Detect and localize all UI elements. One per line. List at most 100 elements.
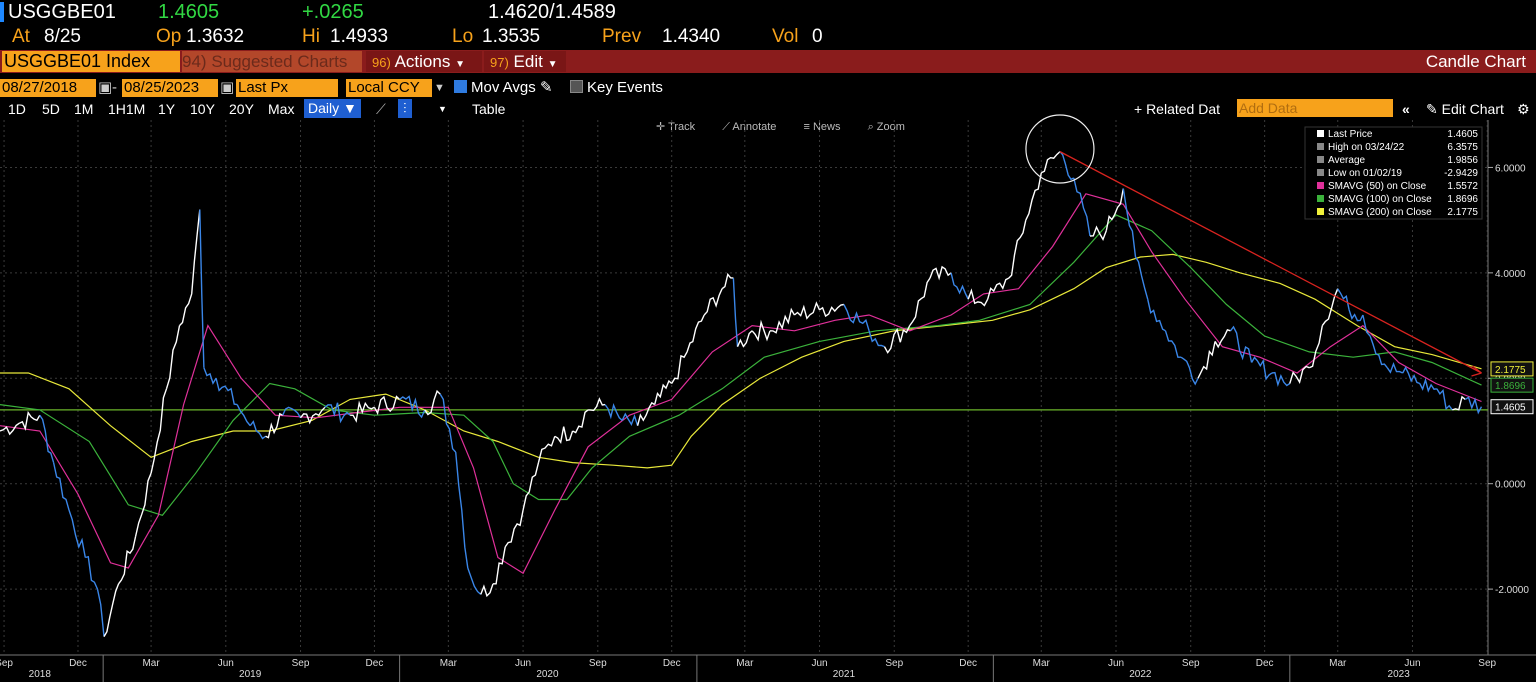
range-max[interactable]: Max	[268, 101, 295, 117]
currency-select[interactable]: Local CCY	[346, 79, 432, 97]
key-events-label: Key Events	[587, 79, 663, 96]
range-5d[interactable]: 5D	[42, 101, 60, 117]
zoom-label: Zoom	[876, 121, 905, 133]
suggested-charts-button[interactable]: 94) Suggested Charts	[182, 51, 362, 72]
actions-button[interactable]: 96) Actions ▼	[366, 51, 482, 72]
x-tick-label: Jun	[515, 658, 531, 669]
x-tick-label: Dec	[663, 658, 681, 669]
ticker-symbol[interactable]: USGGBE01	[8, 1, 116, 23]
frequency-select[interactable]: Daily ▼	[304, 99, 361, 118]
price-segment	[929, 265, 952, 281]
price-segment	[118, 536, 137, 585]
y-tick-label: -2.0000	[1495, 585, 1529, 596]
price-segment	[39, 414, 55, 463]
price-segment	[399, 395, 426, 419]
price-segment	[1073, 177, 1091, 237]
track-label: Track	[668, 121, 696, 133]
collapse-icon[interactable]: «	[1402, 101, 1410, 117]
legend-label: SMAVG (50) on Close	[1328, 181, 1427, 192]
price-segment	[373, 395, 401, 416]
x-year-label: 2018	[29, 669, 52, 680]
range-1d[interactable]: 1D	[8, 101, 26, 117]
price-segment	[178, 293, 193, 327]
x-year-label: 2019	[239, 669, 262, 680]
chevron-down-icon[interactable]: ▼	[438, 104, 447, 114]
price-segment	[480, 583, 494, 598]
legend-swatch	[1317, 156, 1324, 163]
mov-avgs-toggle[interactable]: Mov Avgs ✎	[454, 79, 553, 97]
price-segment	[868, 330, 885, 348]
value-label-text: 1.8696	[1495, 381, 1526, 392]
price-segment	[1419, 377, 1437, 393]
start-date-field[interactable]: 08/27/2018	[0, 79, 96, 97]
frequency-label: Daily	[308, 100, 340, 116]
price-segment	[1059, 151, 1075, 181]
value-label-box	[1490, 399, 1534, 415]
x-tick-label: Sep	[0, 658, 13, 669]
price-segment	[1250, 356, 1273, 381]
x-tick-label: Dec	[69, 658, 87, 669]
legend-value: 6.3575	[1447, 142, 1478, 153]
range-1y[interactable]: 1Y	[158, 101, 176, 117]
price-segment	[967, 288, 989, 307]
security-field[interactable]: USGGBE01 Index	[2, 51, 180, 72]
bid-ask: 1.4620/1.4589	[488, 1, 616, 23]
range-bar: 1D 5D 1M 1H1M 1Y 10Y 20Y Max Daily ▼ ⟋ ⫶…	[0, 99, 1536, 119]
calendar-icon[interactable]: ▣	[220, 79, 235, 96]
edit-chart-button[interactable]: ✎ Edit Chart	[1426, 101, 1504, 118]
key-events-toggle[interactable]: Key Events	[570, 79, 663, 97]
x-tick-label: Mar	[1329, 658, 1347, 669]
zoom-tool[interactable]: ⌕ Zoom	[867, 121, 905, 133]
gear-icon[interactable]: ⚙	[1517, 101, 1530, 117]
price-segment	[324, 402, 351, 424]
date-controls: 08/27/2018 ▣ - 08/25/2023 ▣ Last Px Loca…	[0, 79, 1536, 98]
price-segment	[1180, 356, 1199, 386]
price-segment	[721, 272, 734, 290]
price-segment	[636, 401, 656, 426]
trend-line	[1059, 151, 1482, 374]
price-segment	[1369, 335, 1388, 369]
checkbox-icon	[570, 80, 583, 93]
ticker-tab-marker	[0, 2, 4, 22]
value-label-text: 1.4605	[1495, 403, 1526, 414]
table-button[interactable]: Table	[472, 101, 506, 117]
calendar-icon[interactable]: ▣	[98, 79, 113, 96]
price-segment	[1289, 365, 1310, 385]
legend-value: 1.9856	[1447, 155, 1478, 166]
track-tool[interactable]: ✛ Track	[656, 121, 696, 133]
legend-swatch	[1317, 169, 1324, 176]
x-year-label: 2021	[833, 669, 856, 680]
edit-button[interactable]: 97) Edit ▼	[484, 51, 566, 72]
x-tick-label: Mar	[736, 658, 754, 669]
x-tick-label: Sep	[292, 658, 310, 669]
price-segment	[554, 426, 574, 445]
legend-label: Last Price	[1328, 129, 1373, 140]
low-value: 1.3535	[482, 26, 541, 47]
value-label-text: 2.1775	[1495, 365, 1526, 376]
price-segment	[1271, 371, 1291, 388]
price-segment	[68, 509, 86, 558]
line-chart-icon[interactable]: ⟋	[376, 101, 386, 117]
vol-label: Vol	[772, 26, 799, 47]
high-value: 1.4933	[330, 26, 389, 47]
related-data-button[interactable]: + Related Dat	[1134, 101, 1220, 117]
range-10y[interactable]: 10Y	[190, 101, 215, 117]
range-1m[interactable]: 1M	[74, 101, 94, 117]
end-date-field[interactable]: 08/25/2023	[122, 79, 218, 97]
price-segment	[572, 409, 589, 434]
add-data-input[interactable]: Add Data	[1237, 99, 1393, 117]
price-segment	[793, 301, 821, 320]
price-segment	[987, 277, 1010, 300]
range-1h1m[interactable]: 1H1M	[108, 101, 146, 117]
value-label-box	[1490, 361, 1534, 377]
range-20y[interactable]: 20Y	[229, 101, 254, 117]
field-select[interactable]: Last Px	[236, 79, 338, 97]
candle-chart-icon[interactable]: ⫶	[398, 99, 412, 118]
chevron-down-icon[interactable]: ▼	[434, 82, 445, 94]
price-segment	[1402, 366, 1421, 385]
pencil-icon[interactable]: ✎	[539, 79, 553, 96]
y-tick-label: 4.0000	[1495, 269, 1526, 280]
annotate-tool[interactable]: ⟋ Annotate	[722, 121, 777, 133]
price-segment	[883, 325, 911, 354]
